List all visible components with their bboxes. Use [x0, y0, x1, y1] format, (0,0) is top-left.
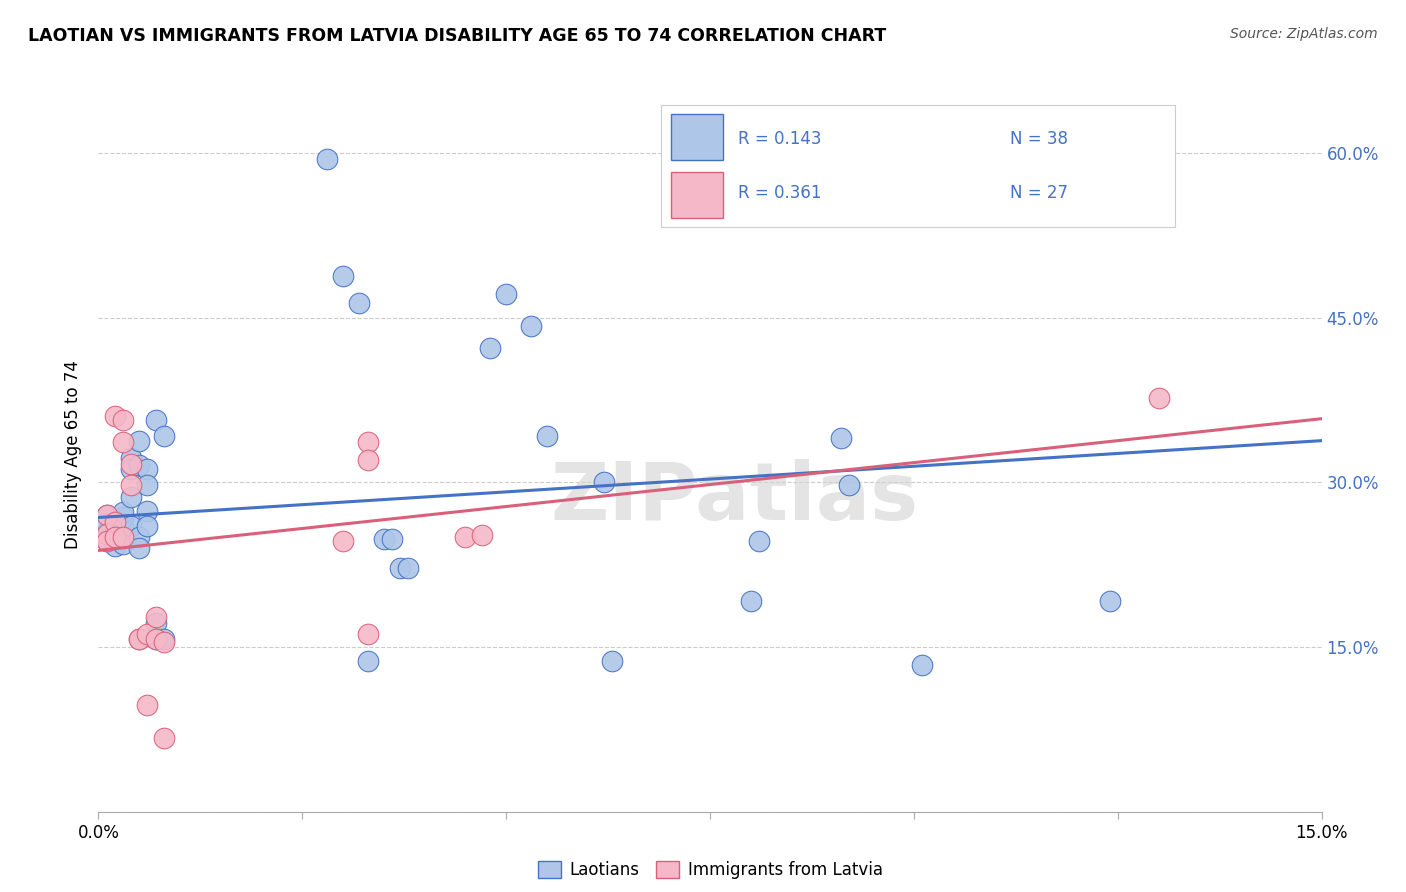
Point	[96, 524, 118, 539]
Point	[356, 434, 378, 449]
Point	[454, 530, 477, 544]
Text: ZIPatlas: ZIPatlas	[550, 458, 918, 537]
Point	[111, 519, 134, 533]
Point	[104, 530, 127, 544]
Point	[111, 413, 134, 427]
Point	[519, 319, 541, 334]
Point	[111, 510, 134, 524]
Point	[96, 508, 118, 523]
Point	[911, 657, 934, 672]
Point	[381, 533, 404, 547]
Point	[471, 528, 494, 542]
Point	[104, 516, 127, 530]
Point	[104, 523, 127, 537]
Point	[120, 477, 142, 491]
Point	[145, 610, 167, 624]
Point	[332, 268, 354, 283]
Point	[120, 462, 142, 476]
Point	[748, 533, 770, 548]
Point	[128, 434, 150, 448]
Point	[104, 539, 127, 553]
Point	[838, 477, 860, 491]
Point	[128, 632, 150, 647]
Point	[356, 654, 378, 668]
Point	[1098, 594, 1121, 608]
Point	[536, 429, 558, 443]
Point	[104, 515, 127, 529]
Point	[315, 152, 337, 166]
Point	[104, 409, 127, 424]
Point	[96, 533, 118, 548]
Point	[111, 537, 134, 551]
Point	[111, 530, 134, 544]
Point	[128, 541, 150, 556]
Point	[120, 519, 142, 533]
Point	[152, 632, 174, 647]
Point	[152, 429, 174, 443]
Point	[120, 451, 142, 466]
Point	[349, 296, 371, 310]
Point	[389, 561, 412, 575]
Point	[111, 505, 134, 519]
Point	[332, 533, 354, 548]
Point	[478, 342, 501, 356]
Point	[96, 508, 118, 523]
Point	[136, 698, 159, 713]
Y-axis label: Disability Age 65 to 74: Disability Age 65 to 74	[65, 360, 83, 549]
Point	[128, 632, 150, 647]
Point	[136, 462, 159, 476]
Point	[356, 627, 378, 641]
Point	[145, 632, 167, 647]
Point	[128, 458, 150, 472]
Point	[356, 453, 378, 467]
Point	[396, 561, 419, 575]
Point	[136, 477, 159, 491]
Point	[96, 533, 118, 548]
Point	[96, 517, 118, 532]
Point	[593, 475, 616, 490]
Legend: Laotians, Immigrants from Latvia: Laotians, Immigrants from Latvia	[531, 854, 889, 886]
Point	[152, 731, 174, 746]
Point	[740, 594, 762, 608]
Point	[145, 615, 167, 630]
Point	[136, 627, 159, 641]
Point	[145, 632, 167, 647]
Point	[830, 432, 852, 446]
Point	[136, 519, 159, 533]
Point	[120, 490, 142, 504]
Point	[600, 654, 623, 668]
Point	[104, 530, 127, 544]
Point	[1147, 391, 1170, 405]
Point	[373, 533, 395, 547]
Point	[152, 634, 174, 648]
Point	[145, 413, 167, 427]
Point	[128, 530, 150, 544]
Point	[96, 527, 118, 541]
Point	[495, 286, 517, 301]
Text: LAOTIAN VS IMMIGRANTS FROM LATVIA DISABILITY AGE 65 TO 74 CORRELATION CHART: LAOTIAN VS IMMIGRANTS FROM LATVIA DISABI…	[28, 27, 886, 45]
Text: Source: ZipAtlas.com: Source: ZipAtlas.com	[1230, 27, 1378, 41]
Point	[111, 434, 134, 449]
Point	[136, 504, 159, 518]
Point	[120, 457, 142, 471]
